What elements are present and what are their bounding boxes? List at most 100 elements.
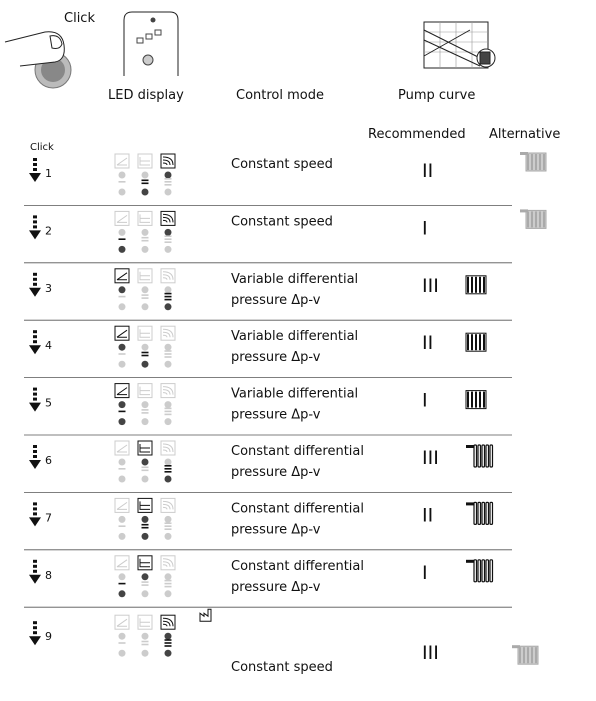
- pump-curve: I: [422, 562, 428, 584]
- step-number: 8: [45, 569, 52, 582]
- heater-part: [467, 391, 469, 408]
- led-bar: [141, 351, 149, 354]
- led-dot: [118, 649, 126, 657]
- led-glyph: [116, 559, 128, 568]
- arrow-dash: [33, 392, 37, 396]
- control-mode: pressure Δp-v: [231, 350, 321, 365]
- heater-part: [473, 501, 478, 525]
- arrow-head: [29, 517, 41, 527]
- arrow-head: [29, 636, 41, 646]
- led-glyph: [139, 501, 150, 510]
- heater-part: [466, 445, 474, 448]
- heater-icon: [465, 332, 487, 352]
- heater-part: [543, 211, 545, 228]
- pump-curve: III: [422, 642, 439, 664]
- led-bar: [141, 469, 149, 472]
- click-label: Click: [30, 142, 54, 153]
- click-label: Click: [64, 11, 95, 26]
- column-label: Alternative: [489, 127, 560, 142]
- led-dot: [164, 360, 172, 368]
- led-dot: [118, 632, 126, 640]
- led-dot: [118, 458, 126, 466]
- led-glyph: [116, 157, 128, 166]
- led-bar: [164, 350, 172, 352]
- control-mode: Constant differential: [231, 444, 364, 459]
- led-bar: [141, 643, 149, 646]
- led-dot: [141, 188, 149, 196]
- arrow-dash: [33, 272, 37, 276]
- arrow-head: [29, 173, 41, 182]
- led-dot: [141, 286, 149, 294]
- led-bar: [141, 526, 149, 529]
- factory-icon: [199, 608, 212, 622]
- led-dot: [118, 418, 126, 426]
- heater-part: [531, 211, 533, 228]
- led-glyph: [162, 386, 174, 395]
- control-mode: Constant speed: [231, 214, 333, 229]
- heater-part: [475, 276, 477, 293]
- led-glyph: [162, 213, 174, 223]
- step-number: 6: [45, 454, 52, 467]
- heater-part: [483, 276, 485, 293]
- led-bar: [141, 466, 149, 469]
- arrow-dash: [33, 559, 37, 563]
- led-bar: [164, 642, 172, 644]
- control-mode: pressure Δp-v: [231, 293, 321, 308]
- led-bar: [164, 582, 172, 585]
- heater-icon: [512, 645, 539, 665]
- led-dot: [164, 458, 172, 466]
- led-dot: [118, 245, 126, 253]
- led-glyph: [116, 618, 128, 627]
- led-bar: [141, 236, 149, 239]
- led-dot: [164, 228, 172, 236]
- led-dot: [141, 245, 149, 253]
- led-glyph: [139, 214, 150, 223]
- pump-curve: II: [422, 504, 433, 526]
- led-bar: [141, 523, 149, 526]
- arrow-head: [29, 345, 41, 355]
- control-mode: Variable differential: [231, 272, 358, 287]
- heater-part: [471, 334, 473, 351]
- led-bar: [118, 468, 126, 470]
- arrow-head: [29, 230, 41, 240]
- arrow-dash: [33, 340, 37, 344]
- arrow-dash: [33, 445, 37, 448]
- led-bar: [164, 413, 172, 416]
- heater-part: [475, 391, 477, 408]
- led-bar: [164, 468, 172, 470]
- heater-part: [473, 444, 478, 468]
- heater-part: [489, 444, 494, 468]
- led-dot: [118, 360, 126, 368]
- arrow-dash: [33, 502, 37, 506]
- led-bar: [164, 579, 172, 582]
- led-dot: [118, 515, 126, 523]
- heater-part: [481, 559, 486, 583]
- heater-part: [489, 501, 494, 525]
- led-dot: [118, 343, 126, 351]
- arrow-dash: [33, 163, 37, 166]
- heater-part: [477, 501, 482, 525]
- led-glyph: [139, 618, 150, 627]
- led-bar: [141, 294, 149, 296]
- led-dot: [164, 590, 172, 598]
- led-panel-illustration: [123, 11, 179, 76]
- arrow-dash: [33, 397, 37, 401]
- heater-part: [479, 391, 481, 408]
- led-dot: [164, 188, 172, 196]
- heater-part: [520, 152, 528, 155]
- led-bar: [141, 239, 149, 242]
- pump-curve-illustration: [423, 21, 496, 69]
- arrow-dash: [33, 387, 37, 391]
- led-bar: [141, 297, 149, 299]
- control-mode: pressure Δp-v: [231, 465, 321, 480]
- led-glyph: [116, 272, 128, 281]
- led-bar: [164, 241, 172, 243]
- led-dot: [141, 228, 149, 236]
- heater-icon: [465, 275, 487, 295]
- led-dot: [164, 475, 172, 483]
- heater-part: [535, 647, 537, 664]
- arrow-dash: [33, 215, 37, 219]
- heater-part: [485, 501, 490, 525]
- heater-part: [481, 444, 486, 468]
